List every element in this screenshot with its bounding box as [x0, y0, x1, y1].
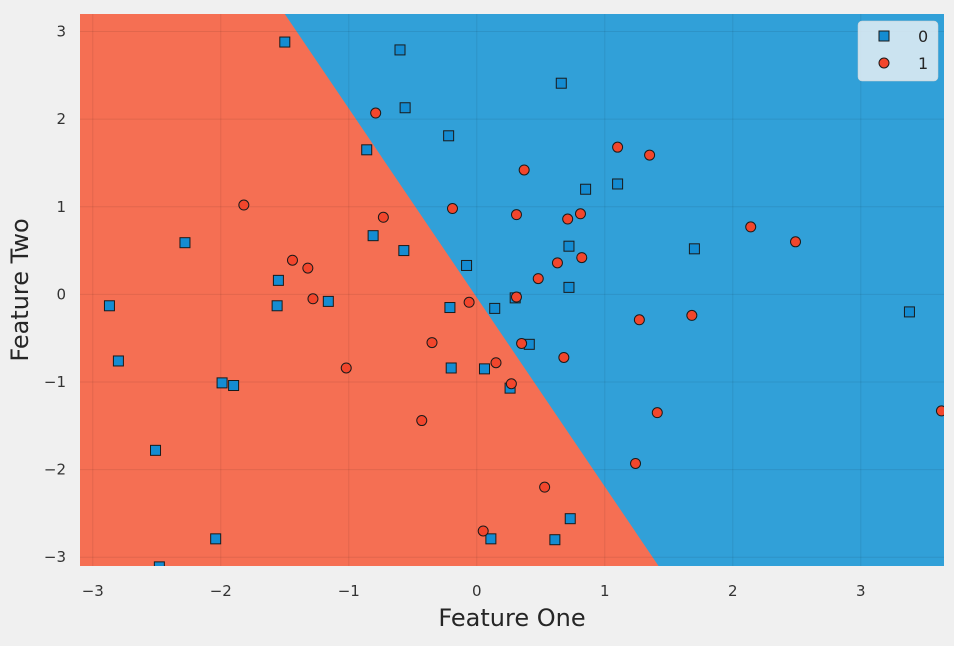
data-point-class-1: [576, 252, 588, 264]
data-point-class-1: [307, 293, 319, 305]
y-tick-label: −2: [44, 461, 66, 479]
data-point-class-0: [461, 259, 473, 271]
points-layer: [103, 36, 944, 566]
data-point-class-1: [633, 314, 645, 326]
data-point-class-1: [238, 199, 250, 211]
data-point-class-1: [516, 337, 528, 349]
plot-area: [80, 14, 944, 566]
data-point-class-1: [446, 203, 458, 215]
data-point-class-1: [416, 415, 428, 427]
data-point-class-1: [644, 149, 656, 161]
data-point-class-0: [394, 44, 406, 56]
data-point-class-0: [485, 533, 497, 545]
data-point-class-0: [478, 363, 490, 375]
data-point-class-0: [112, 355, 124, 367]
data-point-class-0: [549, 534, 561, 546]
data-point-class-0: [399, 102, 411, 114]
x-tick-label: 2: [728, 582, 738, 600]
data-point-class-0: [563, 240, 575, 252]
data-point-class-1: [651, 407, 663, 419]
x-tick-label: −2: [210, 582, 232, 600]
data-point-class-1: [505, 378, 517, 390]
legend-marker-class-0: [878, 30, 890, 42]
data-point-class-1: [562, 213, 574, 225]
data-point-class-1: [490, 357, 502, 369]
data-point-class-0: [564, 513, 576, 525]
data-point-class-0: [150, 444, 162, 456]
data-point-class-0: [443, 130, 455, 142]
x-tick-label: 3: [856, 582, 866, 600]
decision-region-class-1: [80, 14, 659, 566]
data-point-class-1: [370, 107, 382, 119]
data-point-class-0: [398, 245, 410, 257]
data-point-class-1: [286, 254, 298, 266]
legend-box: [857, 20, 939, 82]
y-tick-label: −1: [44, 373, 66, 391]
data-point-class-1: [574, 208, 586, 220]
y-axis-label: Feature Two: [6, 218, 34, 361]
x-axis-label: Feature One: [438, 604, 585, 632]
data-point-class-1: [532, 273, 544, 285]
x-tick-label: −1: [338, 582, 360, 600]
data-point-class-0: [271, 300, 283, 312]
data-point-class-1: [630, 457, 642, 469]
data-point-class-1: [686, 309, 698, 321]
y-tick-labels: −3 −2 −1 0 1 2 3: [44, 23, 66, 567]
x-tick-labels: −3 −2 −1 0 1 2 3: [82, 582, 866, 600]
y-tick-label: 3: [56, 23, 66, 41]
data-point-class-0: [688, 243, 700, 255]
data-point-class-1: [551, 257, 563, 269]
data-point-class-1: [477, 525, 489, 537]
data-point-class-1: [935, 405, 944, 417]
data-point-class-0: [279, 36, 291, 48]
data-point-class-1: [426, 337, 438, 349]
data-point-class-0: [580, 183, 592, 195]
data-point-class-0: [361, 144, 373, 156]
data-point-class-0: [612, 178, 624, 190]
data-point-class-0: [216, 377, 228, 389]
legend-label-class-1: 1: [918, 54, 928, 73]
y-tick-label: 1: [56, 198, 66, 216]
data-point-class-0: [153, 561, 165, 566]
y-tick-label: 0: [56, 285, 66, 303]
data-point-class-0: [444, 302, 456, 314]
data-point-class-1: [612, 141, 624, 153]
legend-marker-class-1: [878, 57, 890, 69]
data-point-class-1: [558, 351, 570, 363]
data-point-class-0: [179, 237, 191, 249]
data-point-class-1: [518, 164, 530, 176]
data-point-class-0: [228, 380, 240, 392]
data-point-class-0: [103, 300, 115, 312]
legend: 0 1: [857, 20, 939, 82]
y-tick-label: 2: [56, 110, 66, 128]
data-point-class-1: [340, 362, 352, 374]
x-tick-label: −3: [82, 582, 104, 600]
data-point-class-1: [463, 296, 475, 308]
data-point-class-0: [272, 274, 284, 286]
data-point-class-1: [510, 209, 522, 221]
data-point-class-0: [563, 281, 575, 293]
data-point-class-1: [745, 221, 757, 233]
data-point-class-0: [903, 306, 915, 318]
data-point-class-1: [510, 291, 522, 303]
data-point-class-1: [539, 481, 551, 493]
data-point-class-1: [302, 262, 314, 274]
data-point-class-0: [489, 302, 501, 314]
data-point-class-0: [367, 230, 379, 242]
x-tick-label: 1: [600, 582, 610, 600]
legend-label-class-0: 0: [918, 27, 928, 46]
data-point-class-0: [445, 362, 457, 374]
data-point-class-0: [322, 295, 334, 307]
data-point-class-1: [790, 236, 802, 248]
data-point-class-0: [210, 533, 222, 545]
x-tick-label: 0: [472, 582, 482, 600]
y-tick-label: −3: [44, 548, 66, 566]
data-point-class-1: [377, 211, 389, 223]
data-point-class-0: [555, 77, 567, 89]
